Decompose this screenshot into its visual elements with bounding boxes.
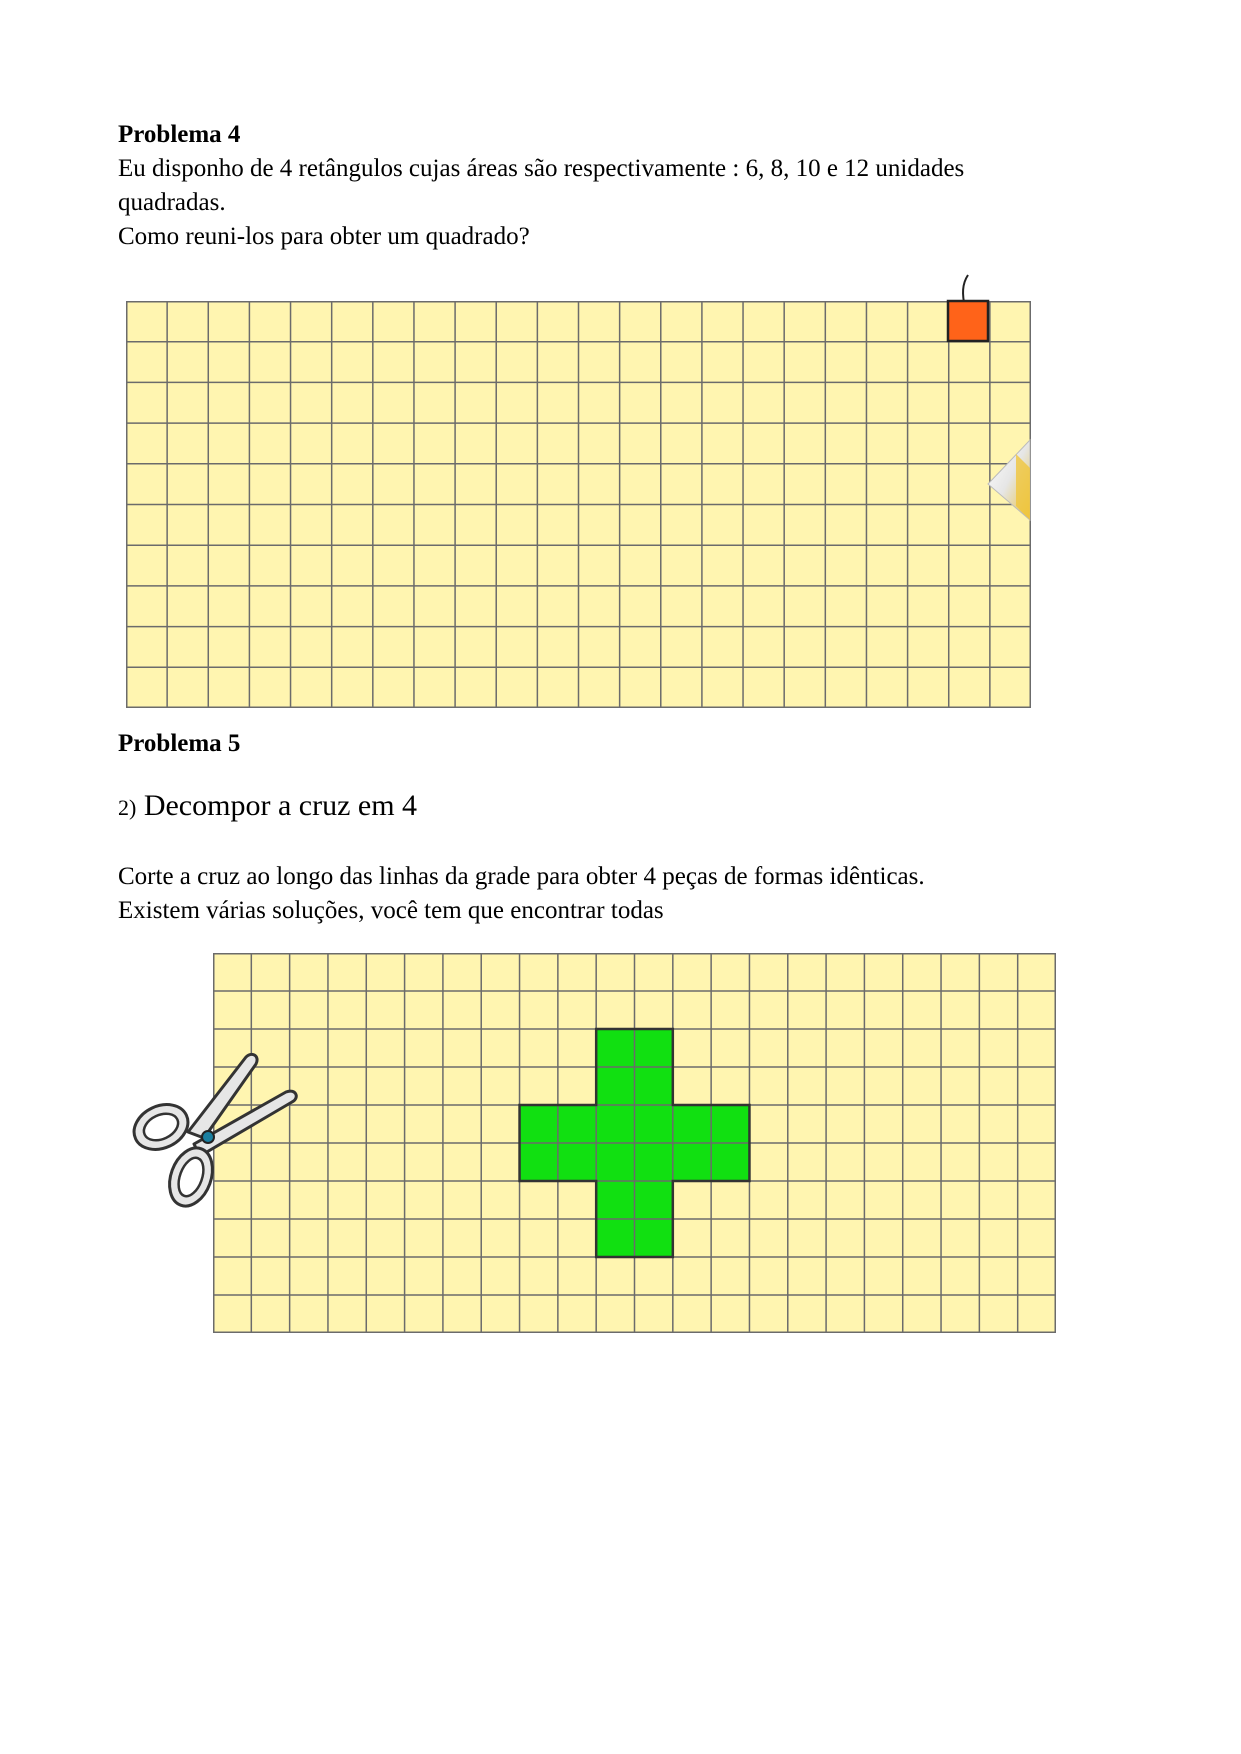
cross-cell	[519, 1105, 558, 1143]
cross-cell	[596, 1181, 635, 1219]
problem5-sub-title: Decompor a cruz em 4	[143, 789, 418, 822]
cross-cell	[596, 1067, 635, 1105]
pencil-tip-icon	[987, 438, 1031, 522]
problem4-heading: Problema 4	[118, 121, 241, 148]
problem5-line2: Existem várias soluções, você tem que en…	[118, 897, 664, 924]
problem4-line1: Eu disponho de 4 retângulos cujas áreas …	[118, 155, 965, 182]
cross-cell	[672, 1105, 712, 1143]
cross-cell	[557, 1105, 597, 1143]
cross-cell	[596, 1029, 635, 1067]
problem4-line2: quadradas.	[118, 189, 226, 216]
problem4-line3: Como reuni-los para obter um quadrado?	[118, 223, 530, 250]
cross-cell	[711, 1105, 750, 1143]
cross-cell	[634, 1029, 673, 1067]
problem5-grid	[213, 953, 1056, 1333]
problem5-subtitle: 2) Decompor a cruz em 4	[118, 789, 417, 825]
cross-cell	[634, 1219, 673, 1257]
cross-outline	[518, 1027, 751, 1259]
cross-cell	[634, 1143, 673, 1181]
cross-cell	[634, 1067, 673, 1105]
cross-cell	[634, 1105, 673, 1143]
problem5-sub-number: 2)	[118, 795, 137, 820]
problem5-line1: Corte a cruz ao longo das linhas da grad…	[118, 863, 925, 890]
problem4-grid	[126, 301, 1031, 708]
orange-marker-square	[946, 274, 990, 343]
cross-cell	[519, 1143, 558, 1181]
problem5-instructions: Corte a cruz ao longo das linhas da grad…	[118, 860, 925, 928]
problem5-heading: Problema 5	[118, 730, 241, 757]
cross-cell	[596, 1105, 635, 1143]
scissors-icon	[132, 1052, 298, 1208]
problem4-section: Problema 4 Eu disponho de 4 retângulos c…	[118, 118, 964, 254]
cross-cell	[672, 1143, 712, 1181]
cross-cell	[596, 1143, 635, 1181]
problem5-heading-block: Problema 5	[118, 727, 240, 761]
cross-cell	[711, 1143, 750, 1181]
cross-cell	[596, 1219, 635, 1257]
cross-cell	[557, 1143, 597, 1181]
cross-cell	[634, 1181, 673, 1219]
